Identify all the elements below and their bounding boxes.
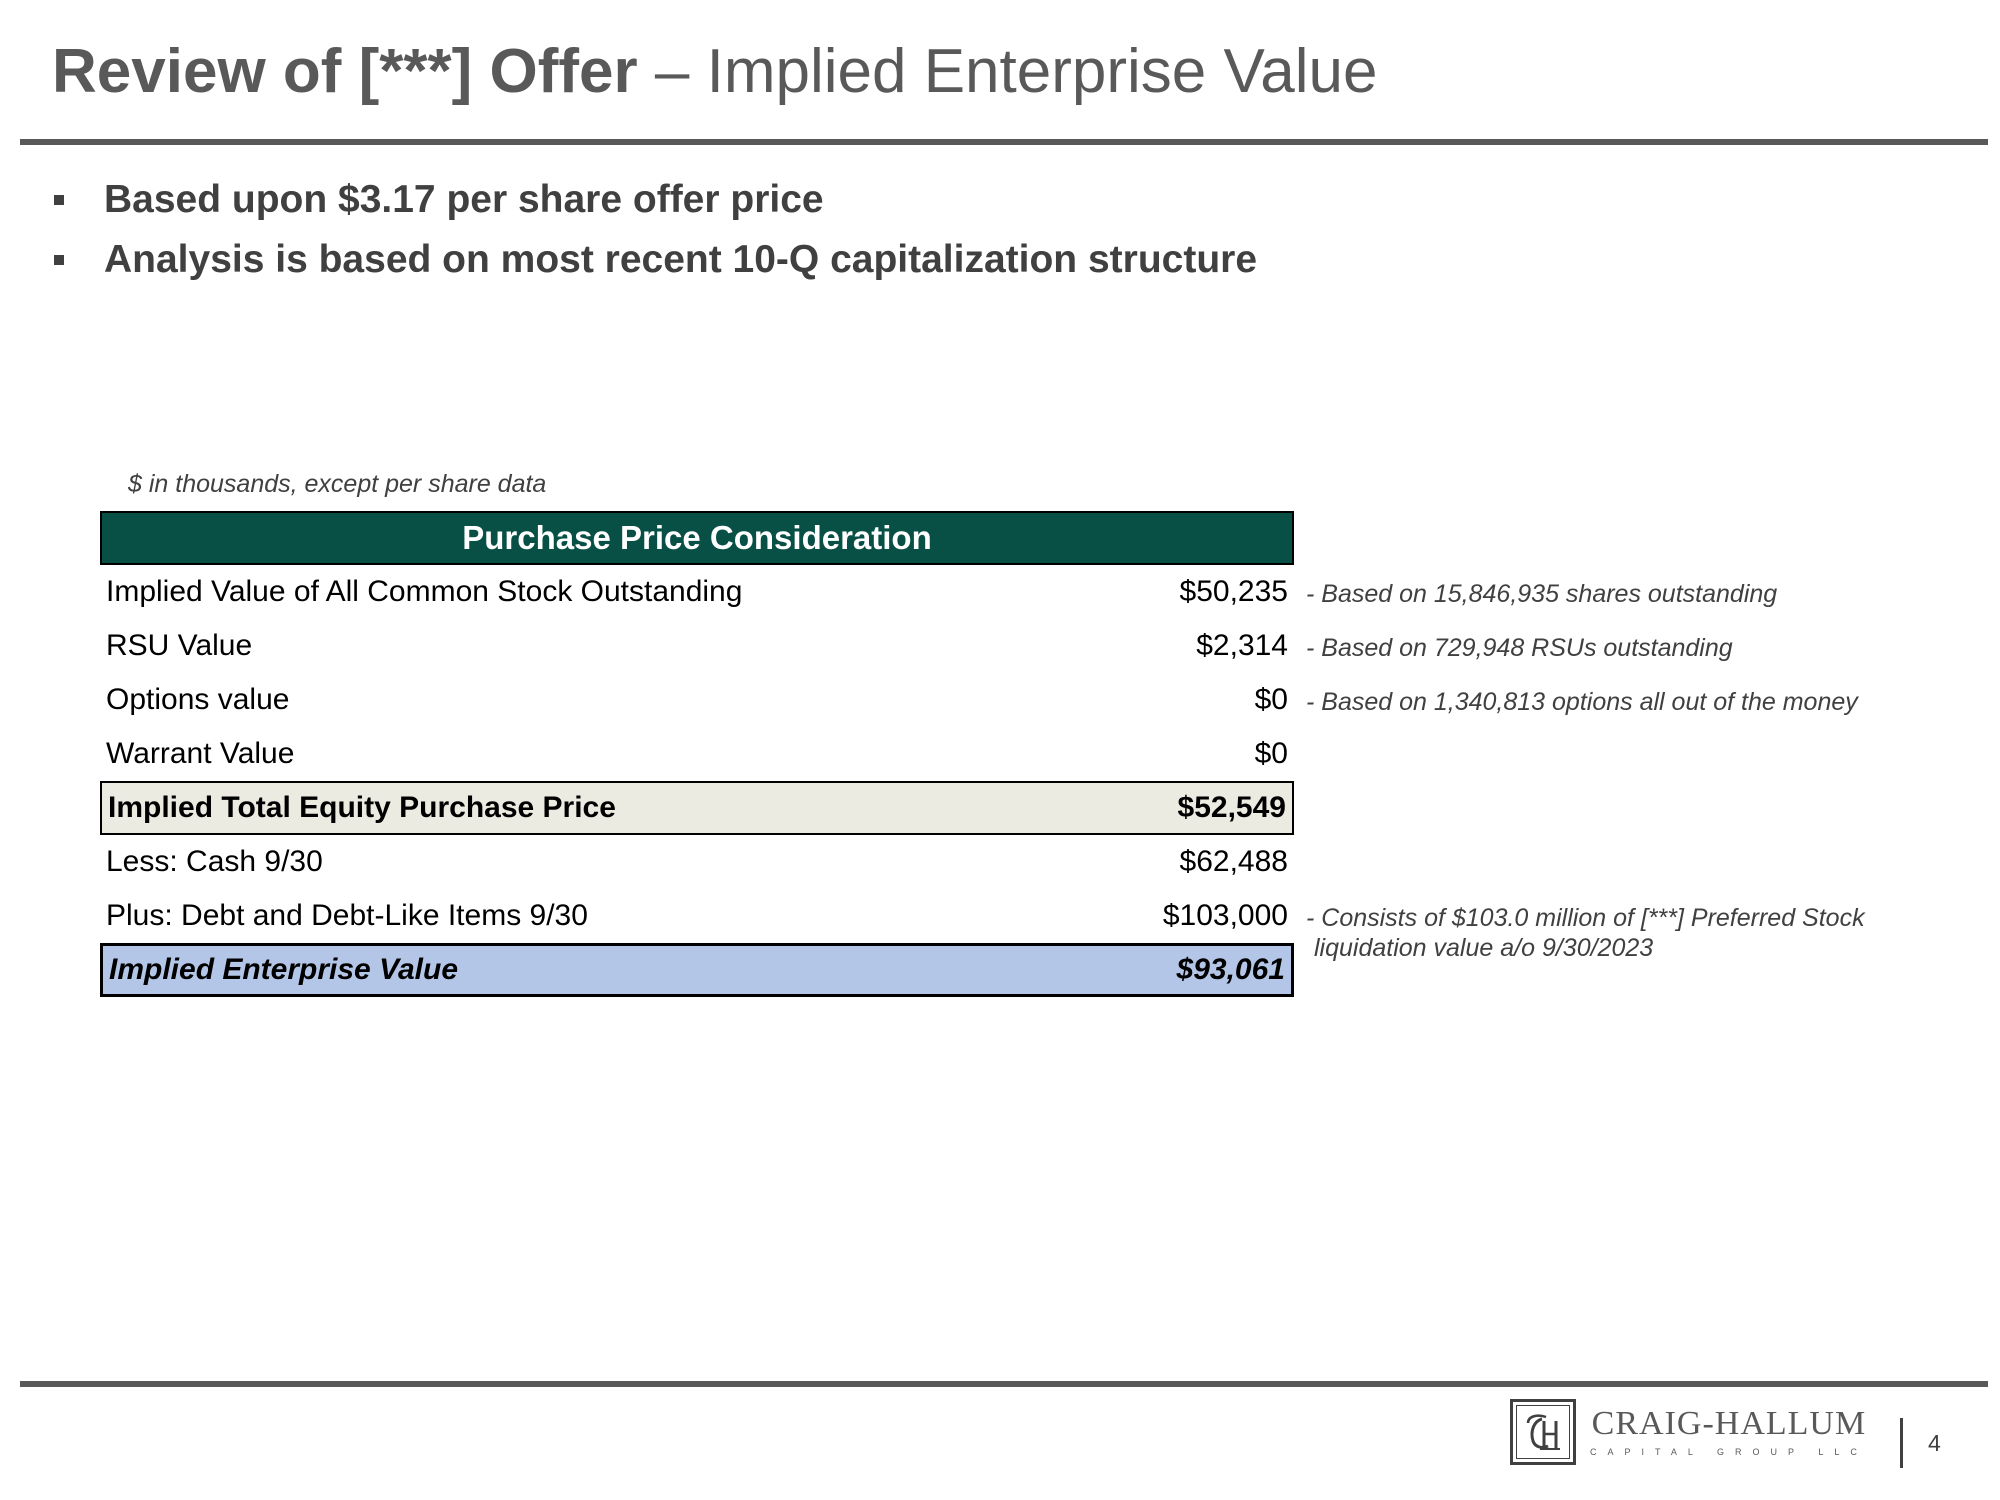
- title-divider: [20, 139, 1988, 145]
- table-row-options: Options value $0 - Based on 1,340,813 op…: [100, 673, 1858, 727]
- footer-divider: [20, 1381, 1988, 1387]
- table-header: Purchase Price Consideration: [100, 511, 1294, 565]
- page-number: 4: [1928, 1430, 1941, 1456]
- row-label: Options value: [106, 683, 290, 716]
- logo-monogram-frame: [1516, 1405, 1570, 1459]
- table-row-warrants: Warrant Value $0: [100, 727, 1294, 781]
- row-value: $0: [1254, 737, 1288, 770]
- row-label: Plus: Debt and Debt-Like Items 9/30: [106, 899, 588, 932]
- bullet-item: Analysis is based on most recent 10-Q ca…: [52, 230, 1257, 290]
- row-label: Implied Total Equity Purchase Price: [108, 791, 616, 824]
- table-row-rsu: RSU Value $2,314 - Based on 729,948 RSUs…: [100, 619, 1733, 673]
- row-value: $2,314: [1196, 629, 1288, 662]
- row-note-line: - Consists of $103.0 million of [***] Pr…: [1306, 904, 1865, 932]
- bullet-text: Based upon $3.17 per share offer price: [104, 178, 824, 221]
- row-note: - Consists of $103.0 million of [***] Pr…: [1306, 903, 1865, 963]
- row-note: - Based on 15,846,935 shares outstanding: [1306, 580, 1778, 608]
- square-bullet-icon: [54, 195, 64, 205]
- row-note: - Based on 1,340,813 options all out of …: [1306, 688, 1858, 716]
- title-light: – Implied Enterprise Value: [637, 37, 1378, 106]
- table-row-enterprise-value: Implied Enterprise Value $93,061: [100, 943, 1294, 997]
- row-label: Warrant Value: [106, 737, 295, 770]
- logo-monogram-icon: [1510, 1399, 1576, 1465]
- logo-wordmark: CRAIG-HALLUM CAPITAL GROUP LLC: [1590, 1405, 1868, 1458]
- purchase-price-table: Purchase Price Consideration Implied Val…: [100, 511, 1865, 997]
- bullet-list: Based upon $3.17 per share offer price A…: [52, 170, 1257, 290]
- title-bold: Review of [***] Offer: [52, 37, 638, 106]
- row-value: $0: [1254, 683, 1288, 716]
- bullet-item: Based upon $3.17 per share offer price: [52, 170, 1257, 230]
- table-row-debt: Plus: Debt and Debt-Like Items 9/30 $103…: [100, 889, 1865, 962]
- row-value: $50,235: [1179, 575, 1288, 608]
- units-note: $ in thousands, except per share data: [128, 470, 547, 498]
- slide-title: Review of [***] Offer – Implied Enterpri…: [52, 37, 1378, 106]
- row-value: $52,549: [1177, 791, 1286, 824]
- table-row-equity-purchase-price: Implied Total Equity Purchase Price $52,…: [100, 781, 1294, 835]
- logo-name: CRAIG-HALLUM: [1591, 1405, 1867, 1442]
- table-row-cash: Less: Cash 9/30 $62,488: [100, 835, 1294, 889]
- row-value: $103,000: [1162, 899, 1288, 932]
- row-label: Implied Value of All Common Stock Outsta…: [106, 575, 743, 608]
- row-label: Less: Cash 9/30: [106, 845, 323, 878]
- company-logo: CRAIG-HALLUM CAPITAL GROUP LLC: [1510, 1399, 1868, 1465]
- row-note-line: liquidation value a/o 9/30/2023: [1314, 934, 1654, 962]
- logo-subtitle: CAPITAL GROUP LLC: [1590, 1447, 1868, 1457]
- row-label: Implied Enterprise Value: [109, 953, 458, 986]
- row-note: - Based on 729,948 RSUs outstanding: [1306, 634, 1733, 662]
- footer-vertical-divider: [1900, 1418, 1903, 1468]
- ch-monogram-icon: [1526, 1414, 1560, 1450]
- table-row-common-stock: Implied Value of All Common Stock Outsta…: [100, 565, 1777, 619]
- row-value: $62,488: [1179, 845, 1288, 878]
- bullet-text: Analysis is based on most recent 10-Q ca…: [104, 238, 1258, 281]
- row-label: RSU Value: [106, 629, 253, 662]
- row-value: $93,061: [1176, 953, 1285, 986]
- square-bullet-icon: [54, 255, 64, 265]
